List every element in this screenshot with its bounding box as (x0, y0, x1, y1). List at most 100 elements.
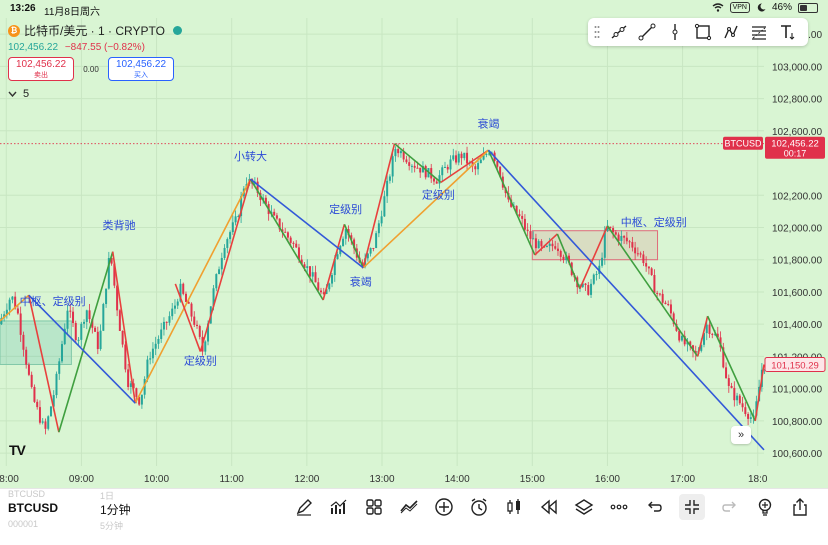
candle-body (408, 162, 411, 166)
symbol-title[interactable]: 比特币/美元 · 1 · CRYPTO (24, 24, 165, 38)
trend-segments (0, 143, 765, 451)
candle-body (375, 233, 378, 248)
candle-body (366, 253, 369, 259)
market-open-dot (172, 26, 182, 35)
timeframe-picker-prev: 1日 (100, 491, 115, 501)
stroke-segment-red (754, 364, 765, 422)
candle-body (388, 176, 391, 181)
collapse-icon[interactable] (679, 494, 705, 520)
undo-icon[interactable] (644, 497, 664, 517)
candle-body (435, 181, 438, 184)
buy-label: 买入 (134, 72, 148, 79)
candle-body (386, 180, 389, 197)
time-tick-label: 17:00 (670, 474, 695, 485)
bottom-toolbar: BTCUSD 1日 BTCUSD 1分钟 000001 5分钟 (0, 488, 828, 545)
idea-lightbulb-icon[interactable] (755, 497, 775, 517)
candle-body (320, 290, 323, 293)
add-icon[interactable] (434, 497, 454, 517)
candle-body (634, 247, 637, 254)
trend-line-tool-icon[interactable] (638, 23, 656, 41)
sell-button[interactable]: 102,456.22 卖出 (8, 57, 74, 81)
candle-body (369, 247, 372, 254)
compare-icon[interactable] (399, 497, 419, 517)
candle-body (515, 205, 518, 215)
price-tick-label: 103,000.00 (772, 62, 822, 73)
share-icon[interactable] (790, 497, 810, 517)
more-icon[interactable] (609, 497, 629, 517)
candle-body (526, 229, 529, 232)
candle-body (562, 256, 565, 260)
time-axis[interactable]: 08:00 09:00 10:00 11:00 12:00 13:00 14:00 15:00… (0, 474, 768, 485)
stroke-segment-blue (487, 149, 765, 451)
candle-body (479, 159, 482, 164)
stroke-segment-red (362, 143, 396, 268)
buy-button[interactable]: 102,456.22 买入 (108, 57, 174, 81)
candle-body (198, 325, 201, 337)
candle-body (284, 231, 287, 233)
candle-body (176, 301, 179, 306)
candle-body (700, 344, 703, 351)
symbol-price-tag (723, 136, 763, 150)
annotation-label: 定级别 (184, 353, 217, 367)
indicators-icon[interactable] (329, 497, 349, 517)
candle-body (124, 344, 127, 370)
alarm-clock-icon[interactable] (469, 497, 489, 517)
timeframe-picker[interactable]: 1分钟 (100, 503, 131, 517)
annotation-label: 定级别 (422, 187, 455, 201)
pen-icon[interactable] (294, 497, 314, 517)
candle-body (8, 299, 11, 310)
layers-icon[interactable] (574, 497, 594, 517)
indicator-toggle[interactable]: 5 (8, 88, 29, 100)
candle-body (394, 149, 397, 157)
price-tick-label: 102,600.00 (772, 127, 822, 138)
ray-tool-icon[interactable] (610, 23, 628, 41)
symbol-picker[interactable]: BTCUSD (8, 501, 58, 515)
candle-body (60, 344, 63, 362)
candle-body (606, 226, 609, 231)
candle-body (33, 386, 36, 402)
path-tool-icon[interactable] (722, 23, 740, 41)
symbol-price-tag-text: BTCUSD (724, 139, 762, 149)
scroll-to-realtime-button[interactable]: » (731, 426, 751, 444)
candle-body (151, 348, 154, 359)
candle-body (399, 151, 402, 154)
candle-body (322, 292, 325, 294)
candle-body (383, 196, 386, 217)
candle-body (446, 166, 449, 170)
spread-value: 0.00 (83, 64, 99, 74)
last-price: 102,456.22 (8, 42, 59, 53)
candle-body (380, 216, 383, 224)
text-tool-icon[interactable] (778, 23, 796, 41)
annotation-label: 衰竭 (477, 117, 499, 131)
indicator-count: 5 (23, 88, 30, 100)
candle-body (182, 283, 185, 294)
candle-body (19, 313, 22, 335)
candle-body (675, 323, 678, 331)
candle-body (452, 155, 455, 160)
vertical-line-tool-icon[interactable] (666, 23, 684, 41)
redo-icon[interactable] (720, 497, 740, 517)
candle-body (499, 166, 502, 177)
candle-body (325, 289, 328, 294)
candle-body (639, 253, 642, 255)
candle-body (41, 421, 44, 423)
fib-retracement-tool-icon[interactable] (750, 23, 768, 41)
candle-body (215, 274, 218, 289)
drag-handle-icon[interactable] (594, 25, 600, 39)
price-axis[interactable]: 100,600.00100,800.00101,000.00101,200.00… (764, 30, 826, 460)
sell-label: 卖出 (34, 72, 48, 79)
price-tick-label: 101,600.00 (772, 288, 822, 299)
layouts-grid-icon[interactable] (364, 497, 384, 517)
candle-type-icon[interactable] (504, 497, 524, 517)
current-price-tag-text: 102,456.22 (771, 139, 819, 150)
trade-buttons: 102,456.22 卖出 0.00 102,456.22 买入 (8, 57, 182, 81)
candle-body (727, 378, 730, 386)
candle-body (672, 313, 675, 324)
candle-body (416, 167, 419, 169)
rectangle-tool-icon[interactable] (694, 23, 712, 41)
stroke-segment-orange (362, 149, 490, 269)
candle-body (292, 242, 295, 244)
replay-rewind-icon[interactable] (539, 497, 559, 517)
candle-body (344, 229, 347, 239)
